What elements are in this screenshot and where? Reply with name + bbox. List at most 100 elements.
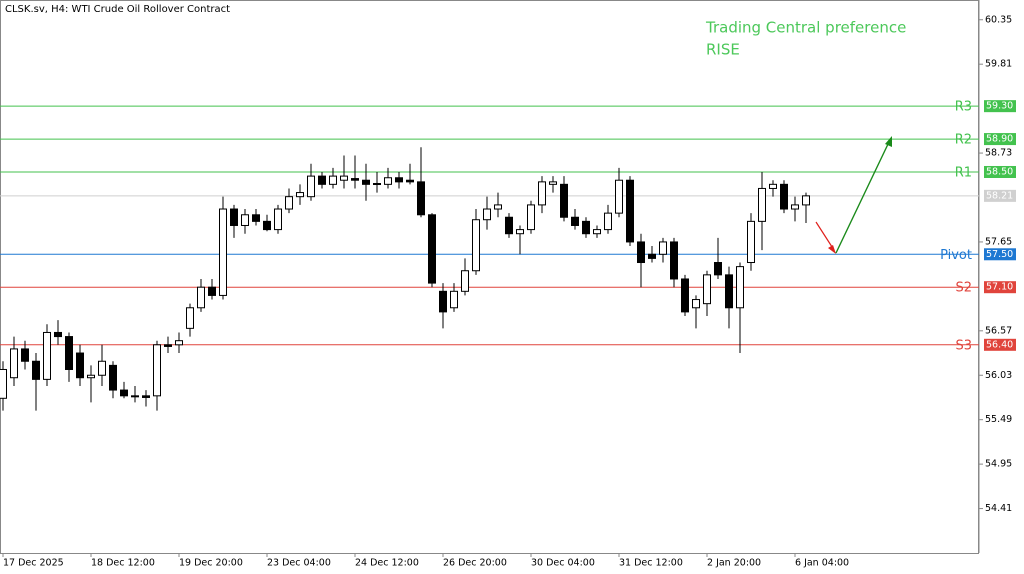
x-tick-label: 30 Dec 04:00 (531, 558, 595, 569)
candle-body (681, 278, 689, 313)
candle-body (340, 175, 348, 181)
arrow-head (828, 245, 836, 254)
arrow-up (835, 141, 890, 254)
candle-body (395, 177, 403, 183)
candle-body (802, 195, 810, 206)
candle-body (318, 175, 326, 185)
y-tick-label: 60.35 (985, 14, 1012, 25)
candle-body (659, 241, 667, 255)
level-name: R3 (955, 100, 972, 115)
level-name: R2 (955, 133, 972, 148)
level-label: 57.10 (986, 282, 1013, 293)
x-tick-label: 31 Dec 12:00 (619, 558, 683, 569)
chart-title: CLSK.sv, H4: WTI Crude Oil Rollover Cont… (5, 4, 230, 15)
candle-body (461, 270, 469, 292)
level-box (984, 281, 1016, 294)
y-tick-label: 56.57 (985, 325, 1012, 336)
level-name: S2 (955, 281, 972, 296)
candle-body (538, 181, 546, 206)
candle-body (32, 360, 40, 380)
candle-body (186, 307, 194, 329)
level-name: R1 (955, 165, 972, 180)
candle-body (274, 208, 282, 231)
candle-body (593, 229, 601, 235)
candle-body (450, 290, 458, 309)
candle-body (483, 208, 491, 221)
x-tick-label: 2 Jan 20:00 (707, 558, 761, 569)
candle-body (208, 286, 216, 296)
candle-body (417, 181, 425, 216)
candle-body (736, 266, 744, 309)
candle-body (263, 220, 271, 231)
arrow-down (815, 221, 835, 251)
candle-body (87, 374, 95, 379)
candle-body (384, 177, 392, 185)
candle-body (780, 183, 788, 210)
level-box (984, 100, 1016, 113)
y-tick-label: 55.49 (985, 414, 1012, 425)
candle-body (472, 219, 480, 272)
plot-frame (0, 0, 979, 554)
y-tick-label: 57.65 (985, 236, 1012, 247)
candle-body (76, 352, 84, 379)
candle-body (494, 204, 502, 210)
candle-body (120, 389, 128, 397)
current-price-label: 58.21 (986, 190, 1013, 201)
candle-body (252, 214, 260, 222)
candle-body (758, 187, 766, 222)
candle-body (747, 220, 755, 264)
candle-body (219, 208, 227, 296)
candle-body (648, 253, 656, 259)
candle-body (98, 360, 106, 376)
level-box (984, 248, 1016, 261)
candle-body (329, 175, 337, 185)
y-tick-label: 59.81 (985, 59, 1012, 70)
level-label: 56.40 (986, 339, 1013, 350)
candle-body (109, 364, 117, 391)
candle-body (791, 204, 799, 210)
candle-body (373, 183, 381, 186)
candle-body (285, 196, 293, 210)
candle-body (637, 241, 645, 264)
candle-body (428, 214, 436, 284)
candle-body (54, 331, 62, 338)
y-tick-label: 58.73 (985, 148, 1012, 159)
candle-body (714, 262, 722, 276)
candle-body (406, 179, 414, 183)
candle-body (670, 241, 678, 280)
annotation: RISE (706, 41, 740, 59)
x-tick-label: 18 Dec 12:00 (91, 558, 155, 569)
candle-body (516, 229, 524, 235)
candle-body (615, 179, 623, 214)
candle-body (351, 178, 359, 181)
candle-body (296, 192, 304, 198)
candle-body (142, 395, 150, 398)
level-box (984, 338, 1016, 351)
candle-body (439, 290, 447, 313)
annotation: Trading Central preference (705, 19, 906, 37)
level-name: S3 (955, 338, 972, 353)
candle-body (582, 220, 590, 235)
candle-body (43, 331, 51, 380)
candle-body (505, 216, 513, 235)
y-tick-label: 54.41 (985, 503, 1012, 514)
candle-body (692, 299, 700, 309)
x-tick-label: 26 Dec 20:00 (443, 558, 507, 569)
candle-body (527, 204, 535, 231)
candle-body (571, 216, 579, 226)
candle-body (362, 179, 370, 185)
candle-body (230, 208, 238, 226)
level-label: 58.90 (986, 134, 1013, 145)
candle-body (131, 395, 139, 398)
candle-body (604, 212, 612, 231)
candle-body (0, 368, 7, 399)
level-name: Pivot (940, 248, 972, 263)
current-price-box (984, 189, 1016, 202)
x-tick-label: 24 Dec 12:00 (355, 558, 419, 569)
level-box (984, 165, 1016, 178)
candle-body (10, 348, 18, 379)
candle-body (560, 183, 568, 218)
x-tick-label: 19 Dec 20:00 (179, 558, 243, 569)
